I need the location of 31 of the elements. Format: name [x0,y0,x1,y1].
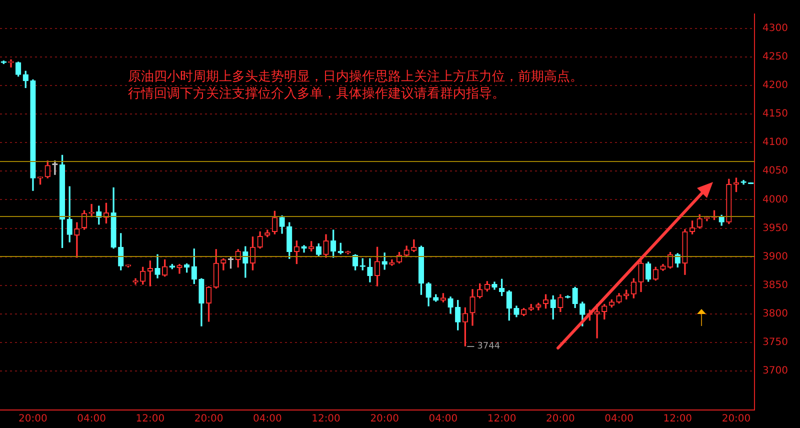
annotation: 3744 [477,341,500,352]
y-tick-label: 3900 [762,251,788,262]
annotation: 行情回调下方关注支撑位介入多单，具体操作建议请看群内指导。 [128,85,505,102]
x-tick-label: 04:00 [428,414,458,425]
x-tick-label: 12:00 [487,414,516,425]
y-tick-label: 4300 [762,22,788,34]
x-tick-label: 20:00 [546,414,575,425]
y-tick-label: 3850 [762,280,788,292]
y-tick-label: 3750 [762,337,788,348]
candlestick [74,222,80,258]
x-tick-label: 12:00 [136,414,165,425]
x-tick-label: 04:00 [252,414,282,425]
y-tick-label: 4250 [762,51,788,62]
x-tick-label: 20:00 [18,414,48,425]
y-tick-label: 3950 [762,222,788,234]
y-tick-label: 4200 [762,80,788,92]
y-tick-label: 4150 [762,108,788,120]
x-tick-label: 20:00 [194,414,224,425]
x-tick-label: 04:00 [77,414,106,425]
y-tick-label: 4100 [762,137,788,148]
x-tick-label: 12:00 [312,414,340,425]
y-tick-label: 4000 [762,194,788,206]
candlestick [594,304,600,338]
x-tick-label: 12:00 [663,414,692,425]
x-tick-label: 04:00 [604,414,634,425]
y-tick-label: 3800 [762,308,788,320]
y-tick-label: 3700 [762,366,788,377]
y-tick-label: 4050 [762,166,788,177]
annotation: 原油四小时周期上多头走势明显，日内操作思路上关注上方压力位，前期高点。 [128,68,583,84]
x-tick-label: 20:00 [370,414,400,425]
x-tick-label: 20:00 [722,414,751,425]
